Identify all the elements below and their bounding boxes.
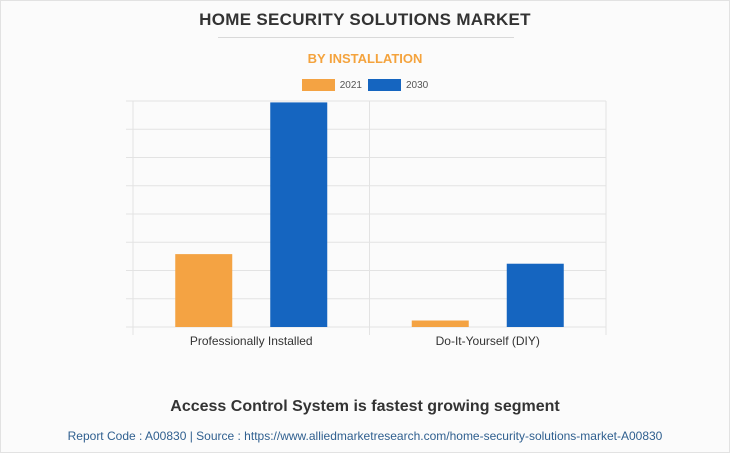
legend-item-2021: 2021 [301,79,362,91]
footer-headline: Access Control System is fastest growing… [170,398,560,415]
legend-swatch-2030 [368,79,401,91]
chart-subtitle: BY INSTALLATION [307,51,423,66]
title-divider [218,37,514,38]
footer-source: Report Code : A00830 | Source : https://… [67,429,663,443]
x-tick-label: Professionally Installed [190,334,313,348]
legend-swatch-2021 [301,79,335,91]
legend-label-2030: 2030 [406,79,429,91]
x-tick-label: Do-It-Yourself (DIY) [436,334,540,348]
bar-2021-professionally-installed [175,254,233,327]
legend-item-2030: 2030 [368,79,428,91]
legend: 2021 2030 [0,79,730,91]
bar-2030-diy [506,263,564,327]
bar-2021-diy [411,320,469,327]
legend-label-2021: 2021 [339,79,362,91]
bar-2030-professionally-installed [270,102,328,327]
chart-title: HOME SECURITY SOLUTIONS MARKET [199,10,531,29]
